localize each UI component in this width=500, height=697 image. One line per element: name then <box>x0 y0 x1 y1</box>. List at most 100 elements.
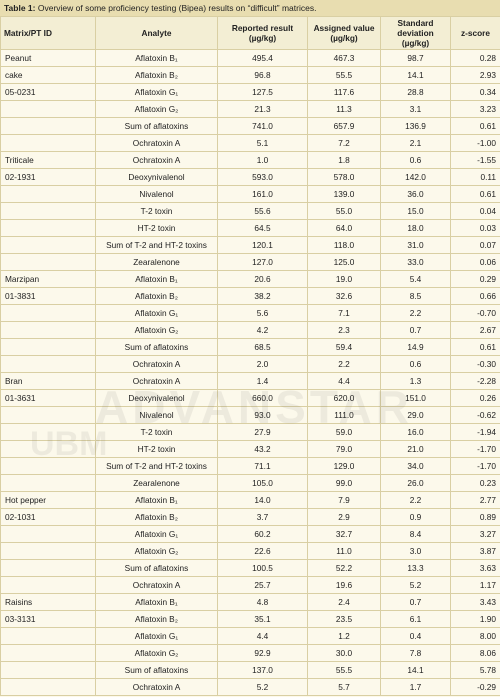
table-cell: 0.34 <box>450 83 500 101</box>
table-row: Sum of aflatoxins 68.5 59.4 14.9 0.61 <box>0 338 500 356</box>
cell-text: 2.4 <box>338 597 350 607</box>
cell-text: 137.0 <box>252 665 273 675</box>
table-cell: 1.2 <box>307 627 381 645</box>
table-cell: 0.06 <box>450 253 500 271</box>
table-cell: HT-2 toxin <box>95 219 218 237</box>
table-cell: 0.4 <box>380 627 451 645</box>
cell-text: 4.8 <box>256 597 269 607</box>
cell-text: -0.62 <box>477 410 496 420</box>
table-cell: 1.3 <box>380 372 451 390</box>
table-cell: 92.9 <box>217 644 308 662</box>
cell-text: 55.6 <box>254 206 271 216</box>
cell-text: Aflatoxin G₁ <box>134 631 179 641</box>
cell-text: 59.4 <box>335 342 353 352</box>
cell-text: 3.87 <box>479 546 496 556</box>
cell-text: 7.9 <box>338 495 350 505</box>
cell-text: 3.63 <box>479 563 496 573</box>
table-cell: 29.0 <box>380 406 451 424</box>
cell-text: -1.70 <box>477 444 496 454</box>
cell-text: 29.0 <box>407 410 424 420</box>
table-cell: Marzipan <box>0 270 96 288</box>
cell-text: 127.5 <box>252 87 273 97</box>
caption-label: Table 1: <box>4 3 36 13</box>
column-header: z-score <box>450 16 500 50</box>
cell-text: 0.4 <box>409 631 422 641</box>
caption-text: Overview of some proficiency testing (Bi… <box>37 3 317 13</box>
table-cell: 21.3 <box>217 100 308 118</box>
table-cell: 02-1931 <box>0 168 96 186</box>
cell-text: 0.03 <box>479 223 496 233</box>
table-cell: 3.23 <box>450 100 500 118</box>
table-cell: Aflatoxin G₁ <box>95 525 218 543</box>
table-cell: Raisins <box>0 593 96 611</box>
cell-text: 14.9 <box>407 342 424 352</box>
table-row: HT-2 toxin 43.2 79.0 21.0 -1.70 <box>0 440 500 458</box>
table-cell: 120.1 <box>217 236 308 254</box>
cell-text: Deoxynivalenol <box>128 393 185 403</box>
cell-text: 0.26 <box>479 393 496 403</box>
cell-text: 2.67 <box>479 325 496 335</box>
table-cell: T-2 toxin <box>95 202 218 220</box>
table-cell <box>0 355 96 373</box>
table-cell <box>0 542 96 560</box>
table-cell <box>0 338 96 356</box>
cell-text: 4.4 <box>256 631 269 641</box>
cell-text: 16.0 <box>407 427 424 437</box>
cell-text: 0.6 <box>409 359 422 369</box>
table-row: Nivalenol 93.0 111.0 29.0 -0.62 <box>0 406 500 424</box>
cell-text: 35.1 <box>254 614 271 624</box>
cell-text: 741.0 <box>252 121 273 131</box>
table-cell: 4.8 <box>217 593 308 611</box>
cell-text: 0.89 <box>479 512 496 522</box>
table-cell: 2.0 <box>217 355 308 373</box>
table-cell <box>0 202 96 220</box>
cell-text: Deoxynivalenol <box>128 172 185 182</box>
table-cell: Sum of aflatoxins <box>95 559 218 577</box>
cell-text: Aflatoxin G₁ <box>134 529 179 539</box>
table-cell: 0.23 <box>450 474 500 492</box>
table-cell: Sum of aflatoxins <box>95 338 218 356</box>
table-cell: 5.6 <box>217 304 308 322</box>
cell-text: 79.0 <box>335 444 353 454</box>
cell-text: 129.0 <box>333 461 355 471</box>
table-cell: 0.89 <box>450 508 500 526</box>
table-cell: 495.4 <box>217 49 308 67</box>
table-cell: 93.0 <box>217 406 308 424</box>
table-cell: 7.8 <box>380 644 451 662</box>
table-cell: Aflatoxin B₁ <box>95 270 218 288</box>
table-cell: 02-1031 <box>0 508 96 526</box>
cell-text: 55.5 <box>335 70 353 80</box>
cell-text: Sum of T-2 and HT-2 toxins <box>106 461 207 471</box>
table-cell: 20.6 <box>217 270 308 288</box>
cell-text: 43.2 <box>254 444 271 454</box>
table-cell: Aflatoxin B₂ <box>95 287 218 305</box>
table-cell: 21.0 <box>380 440 451 458</box>
column-header: Reported result (µg/kg) <box>217 16 308 50</box>
table-cell: cake <box>0 66 96 84</box>
cell-text: 1.7 <box>409 682 422 692</box>
cell-text: 23.5 <box>335 614 353 624</box>
table-cell: 0.61 <box>450 338 500 356</box>
table-cell: 0.29 <box>450 270 500 288</box>
table-cell: 5.7 <box>307 678 381 696</box>
cell-text: 467.3 <box>333 53 355 63</box>
column-header: Matrix/PT ID <box>0 16 96 50</box>
cell-text: 05-0231 <box>5 87 36 97</box>
table-cell: 111.0 <box>307 406 381 424</box>
cell-text: 36.0 <box>407 189 424 199</box>
table-cell: 55.0 <box>307 202 381 220</box>
cell-text: 3.27 <box>479 529 496 539</box>
table-row: Sum of aflatoxins 137.0 55.5 14.1 5.78 <box>0 661 500 679</box>
table-cell: 23.5 <box>307 610 381 628</box>
table-row: Aflatoxin G₂ 4.2 2.3 0.7 2.67 <box>0 321 500 339</box>
table-cell: 8.00 <box>450 627 500 645</box>
table-cell: 96.8 <box>217 66 308 84</box>
cell-text: 60.2 <box>254 529 271 539</box>
table-row: Aflatoxin G₂ 92.9 30.0 7.8 8.06 <box>0 644 500 662</box>
cell-text: Aflatoxin G₁ <box>134 308 179 318</box>
table-cell: 15.0 <box>380 202 451 220</box>
cell-text: 14.1 <box>407 665 424 675</box>
table-cell: Sum of aflatoxins <box>95 661 218 679</box>
cell-text: -1.70 <box>477 461 496 471</box>
table-cell: 660.0 <box>217 389 308 407</box>
